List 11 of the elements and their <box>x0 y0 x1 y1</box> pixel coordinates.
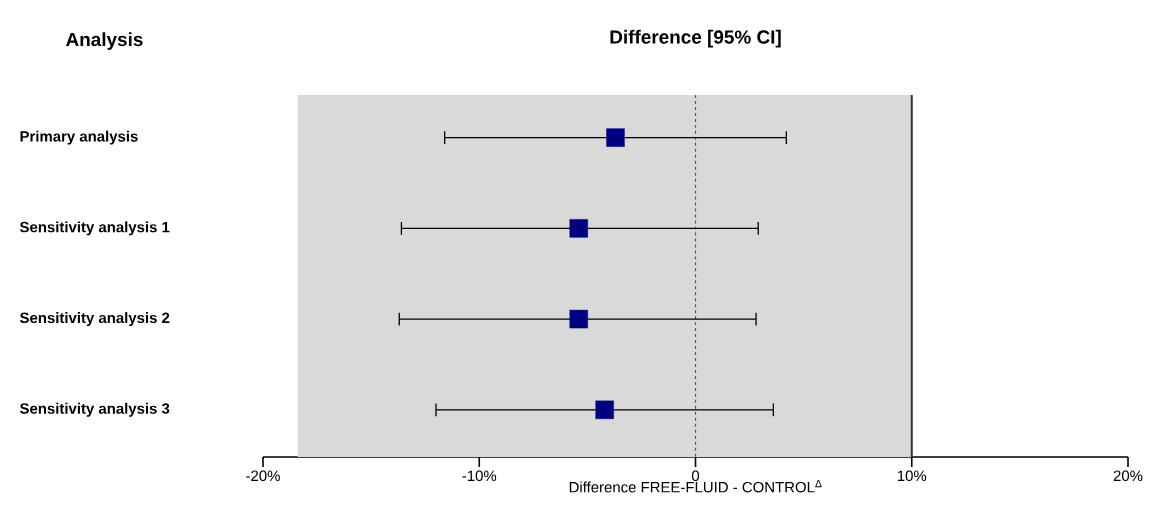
x-tick-label: 10% <box>897 470 927 482</box>
x-tick-label: 20% <box>1113 470 1143 482</box>
chart-title: Difference [95% CI] <box>610 29 781 48</box>
x-tick-label: -20% <box>246 470 280 482</box>
y-tick-label: Sensitivity analysis 2 <box>19 312 170 327</box>
text: Analysis <box>66 32 143 50</box>
x-tick-label: 0 <box>691 470 700 482</box>
x-tick-label: -10% <box>462 470 497 482</box>
y-tick-label: Sensitivity analysis 1 <box>19 221 170 236</box>
y-tick-label: Primary analysis <box>20 130 138 145</box>
y-tick-label: Sensitivity analysis 3 <box>19 402 170 417</box>
